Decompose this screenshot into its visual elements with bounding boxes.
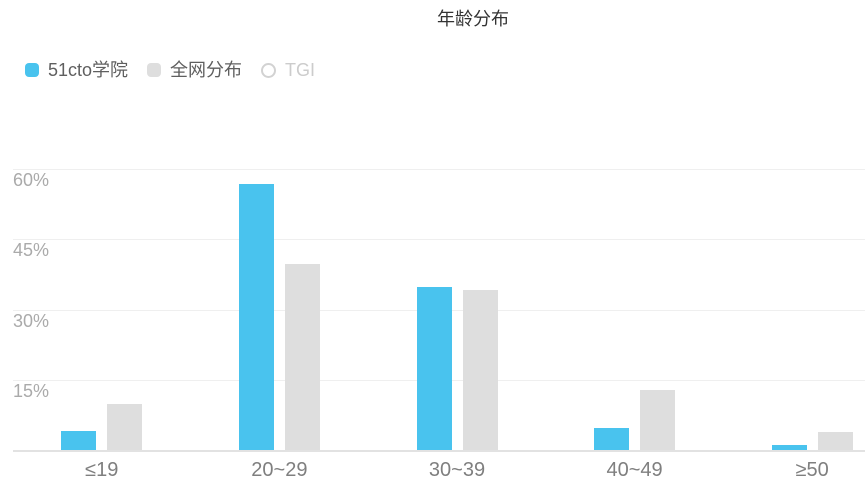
bar	[640, 390, 676, 450]
y-axis-label: 15%	[13, 380, 50, 401]
gridline	[13, 239, 865, 241]
bar	[416, 286, 452, 450]
bar	[61, 431, 97, 450]
x-axis-line	[13, 450, 865, 452]
chart-title: 年龄分布	[437, 9, 509, 29]
legend-label: 51cto学院	[48, 60, 129, 80]
legend-label: TGI	[285, 60, 316, 80]
y-axis-label: 30%	[13, 310, 50, 331]
x-axis-label: 20~29	[251, 459, 308, 481]
plot-area: 60% 45% 30% 15% ≤19 20~29 30~39 40~49 ≥50	[13, 169, 865, 480]
x-axis-label: ≥50	[795, 459, 829, 481]
legend-label: 全网分布	[170, 60, 243, 80]
bar	[107, 403, 143, 450]
legend-swatch-icon	[147, 63, 162, 77]
y-axis-label: 60%	[13, 170, 50, 190]
bar	[462, 289, 498, 450]
x-axis-label: ≤19	[85, 459, 119, 481]
gridline	[13, 169, 865, 170]
legend-item-2[interactable]: TGI	[261, 61, 315, 79]
x-axis-label: 40~49	[606, 459, 663, 481]
legend-item-1[interactable]: 全网分布	[147, 61, 242, 79]
legend-swatch-icon	[25, 63, 39, 77]
bar	[594, 428, 630, 450]
legend: 51cto学院 全网分布 TGI	[25, 61, 334, 79]
bar	[284, 264, 320, 450]
legend-item-0[interactable]: 51cto学院	[25, 61, 128, 79]
bar	[238, 184, 274, 450]
y-axis-label: 45%	[13, 240, 50, 261]
x-axis-label: 30~39	[428, 459, 486, 481]
bar	[771, 445, 807, 450]
legend-circle-icon	[261, 62, 277, 78]
bar	[817, 432, 853, 450]
